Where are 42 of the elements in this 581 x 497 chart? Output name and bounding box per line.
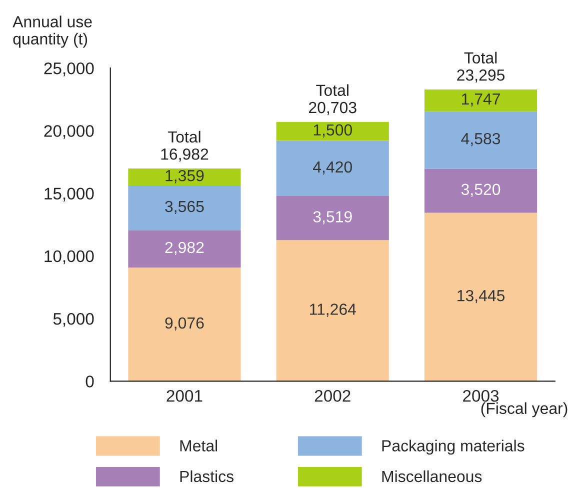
x-tick-label: 2002 [314, 390, 350, 402]
y-axis-title: Annual use quantity (t) [12, 16, 92, 48]
legend-label: Metal [180, 440, 218, 452]
bar [424, 89, 538, 112]
data-label: 2,982 [165, 242, 204, 256]
y-tick-label: 5,000 [53, 312, 94, 327]
x-axis-title: (Fiscal year) [481, 402, 568, 418]
bar [424, 111, 538, 169]
data-label: 13,445 [458, 290, 505, 304]
y-tick-label: 15,000 [44, 188, 94, 202]
bar [128, 168, 241, 186]
x-tick-label: 2001 [166, 390, 202, 402]
data-label: 9,076 [165, 317, 204, 331]
data-label: 3,565 [165, 200, 204, 214]
bar [276, 240, 389, 382]
data-label: 1,359 [166, 170, 204, 184]
bar [128, 186, 241, 230]
bar [128, 268, 241, 382]
bar [276, 196, 389, 240]
data-label: 4,583 [461, 133, 500, 146]
total-label: Total 20,703 [309, 84, 356, 116]
data-label: 4,420 [313, 161, 352, 175]
legend-label: Plastics [180, 470, 234, 482]
bar [424, 212, 538, 382]
data-label: 11,264 [310, 304, 356, 317]
data-label: 1,500 [314, 124, 352, 138]
bar [276, 140, 389, 196]
data-label: 3,520 [461, 184, 500, 197]
y-tick-label: 20,000 [44, 125, 94, 139]
total-label: Total 16,982 [161, 130, 208, 162]
data-label: 3,519 [313, 211, 352, 224]
y-tick-label: 25,000 [44, 62, 94, 76]
legend-label: Miscellaneous [382, 470, 482, 482]
x-tick-label: 2003 [463, 390, 499, 402]
y-tick-label: 0 [86, 376, 94, 388]
bar [276, 122, 389, 141]
legend-label: Packaging materials [382, 440, 524, 455]
total-label: Total 23,295 [457, 52, 505, 83]
data-label: 1,747 [462, 94, 500, 107]
bar [424, 168, 538, 213]
bar [128, 230, 241, 268]
y-tick-label: 10,000 [44, 250, 94, 264]
